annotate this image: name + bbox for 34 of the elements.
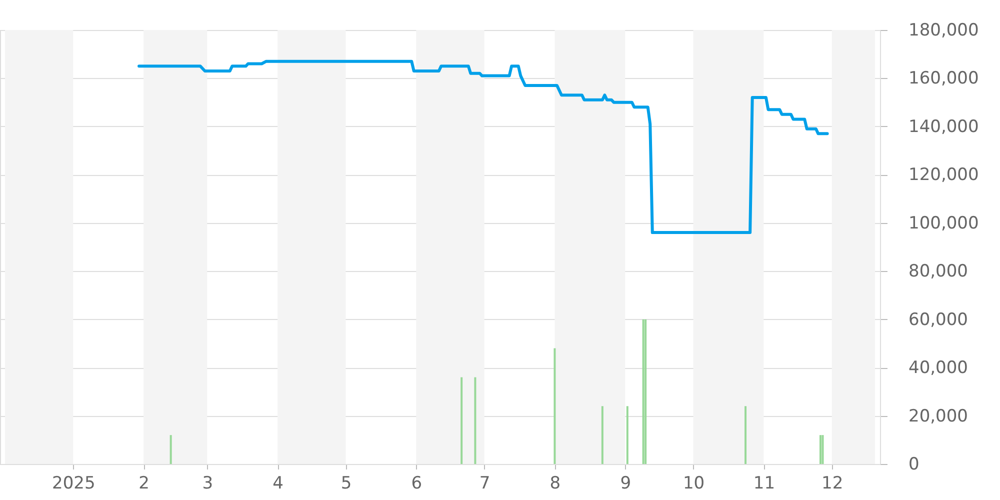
x-tick-label: 3 bbox=[202, 474, 214, 494]
x-tick-label: 11 bbox=[753, 474, 776, 494]
line-series bbox=[138, 60, 829, 234]
bar bbox=[626, 406, 628, 464]
y-tick-label: 120,000 bbox=[908, 165, 979, 186]
bar bbox=[819, 435, 822, 464]
bar bbox=[170, 435, 172, 464]
x-tick-label: 9 bbox=[620, 474, 632, 494]
bar bbox=[474, 377, 476, 464]
y-tick-label: 180,000 bbox=[908, 20, 979, 40]
x-tick-label: 6 bbox=[411, 474, 422, 494]
x-tick-label: 12 bbox=[822, 474, 844, 494]
bar bbox=[744, 406, 747, 464]
y-tick-label: 20,000 bbox=[908, 406, 968, 426]
x-tick-label: 2025 bbox=[52, 474, 96, 494]
bar bbox=[644, 319, 647, 464]
y-tick-label: 80,000 bbox=[908, 262, 968, 282]
y-tick-label: 160,000 bbox=[908, 68, 979, 89]
y-tick-label: 140,000 bbox=[908, 116, 979, 137]
y-tick-label: 40,000 bbox=[908, 358, 968, 378]
x-tick-label: 2 bbox=[138, 474, 150, 494]
x-tick-label: 5 bbox=[340, 474, 352, 494]
y-tick-label: 60,000 bbox=[908, 310, 968, 330]
bar bbox=[822, 435, 824, 464]
x-tick-label: 10 bbox=[682, 474, 705, 494]
y-tick-label: 0 bbox=[908, 454, 920, 474]
x-tick-label: 4 bbox=[272, 474, 284, 494]
x-tick-label: 8 bbox=[550, 474, 561, 494]
y-tick-label: 100,000 bbox=[908, 213, 979, 234]
x-tick-label: 7 bbox=[479, 474, 490, 494]
bar bbox=[460, 377, 463, 464]
bar bbox=[601, 406, 604, 464]
bar bbox=[554, 348, 556, 464]
bar bbox=[642, 319, 644, 464]
